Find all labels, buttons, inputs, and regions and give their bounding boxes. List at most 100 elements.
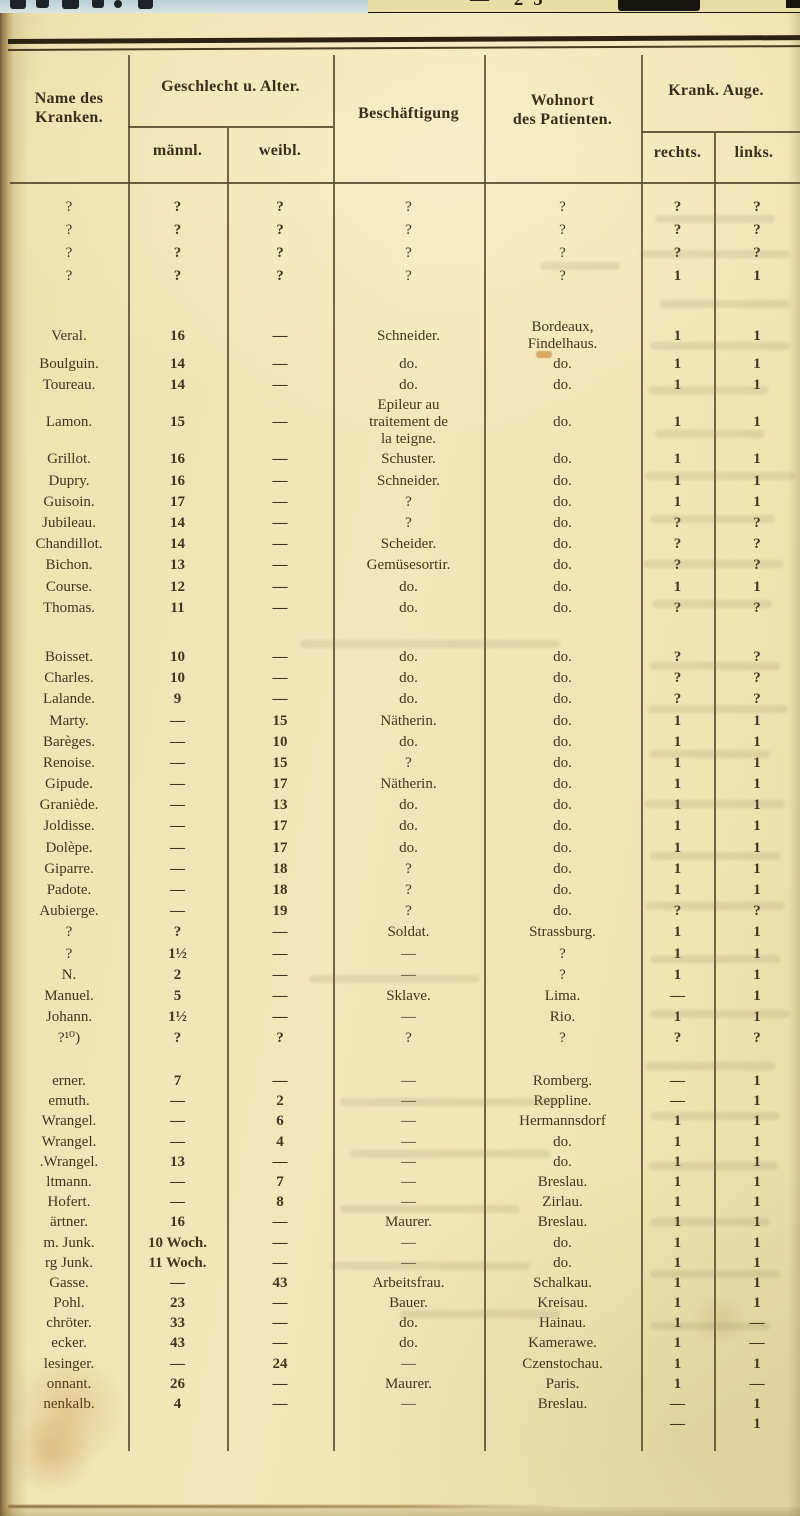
cell-name: .Wrangel. — [39, 1153, 99, 1170]
cell-l: 1 — [753, 1254, 761, 1271]
cell-l: 1 — [753, 1416, 761, 1433]
cell-home: do. — [553, 733, 572, 750]
cell-w: — — [272, 377, 288, 394]
cell-m: — — [170, 882, 185, 899]
cell-w: — — [272, 472, 288, 489]
cell-w: 17 — [272, 839, 288, 856]
cell-home: do. — [553, 797, 572, 814]
cell-name: Boulguin. — [39, 356, 99, 373]
cell-home: do. — [553, 515, 572, 532]
cell-w: — — [272, 987, 288, 1004]
cell-m: 1½ — [168, 945, 187, 962]
cell-m: 10 — [170, 648, 185, 665]
cutoff-glyph — [92, 0, 104, 8]
cell-l: 1 — [753, 414, 761, 431]
cell-home: Rio. — [549, 1009, 576, 1026]
cell-name: Lamon. — [45, 414, 93, 431]
cell-r: — — [670, 1073, 685, 1090]
cell-r: — — [670, 1093, 685, 1110]
cell-l: 1 — [753, 776, 761, 793]
cell-r: ? — [673, 1030, 682, 1047]
cell-home: Hainau. — [538, 1315, 587, 1332]
cell-home: do. — [553, 670, 572, 687]
cell-name: Gipude. — [45, 776, 93, 793]
header-female: weibl. — [258, 142, 302, 159]
table-row: Course. 12 — do. do. 1 1 — [10, 577, 800, 598]
cell-l: 1 — [753, 733, 761, 750]
cell-l: 1 — [753, 1133, 761, 1150]
top-rule-thick — [7, 35, 800, 44]
cell-home: ? — [559, 966, 566, 983]
cell-w: 18 — [272, 860, 288, 877]
cell-name: Gasse. — [49, 1274, 89, 1291]
cell-w: — — [272, 414, 288, 431]
cell-job: — — [401, 1093, 416, 1110]
table-row: Hofert. — 8 — Zirlau. 1 1 — [10, 1193, 800, 1213]
cell-r: 1 — [673, 1194, 682, 1211]
cell-m: 16 — [170, 327, 185, 344]
col-line-right-left — [714, 133, 716, 1451]
cell-job: — — [401, 1254, 416, 1271]
cell-r: 1 — [673, 924, 682, 941]
cell-home: Hermannsdorf — [519, 1113, 606, 1130]
cell-w: — — [272, 1009, 288, 1026]
cell-m: 33 — [170, 1315, 185, 1332]
cell-name: nenkalb. — [10, 1395, 128, 1414]
cell-job: Scheider. — [380, 536, 437, 553]
cell-job: — — [401, 1073, 416, 1090]
header-right-eye: rechts. — [653, 144, 702, 161]
cell-r: 1 — [673, 1133, 682, 1150]
cell-r: 1 — [673, 493, 682, 510]
table-row: Aubierge. — 19? do.?? — [10, 901, 800, 922]
cell-home: do. — [553, 818, 572, 835]
cell-name: Bichon. — [45, 557, 93, 574]
bleed-through-artifact — [645, 1062, 775, 1070]
table-body: ?????????????????????????? 1 1 Veral. 16— Sch… — [10, 196, 800, 1435]
scan-top-edge: — 25 — [0, 0, 800, 14]
table-section: Veral. 16 — Schneider. Bordeaux, Findelhaus.… — [10, 318, 800, 619]
table-row: Toureau. 14 — do. do. 1 1 — [10, 375, 800, 396]
cell-name: Wrangel. — [41, 1133, 97, 1150]
cell-name: ? — [65, 222, 73, 238]
cell-job: ? — [405, 515, 412, 532]
bleed-through-artifact — [340, 1098, 560, 1106]
table-row: ??????? — [10, 196, 800, 219]
col-line-age-job — [333, 55, 335, 1451]
book-page: Name des Kranken. Geschlecht u. Alter. m… — [0, 13, 800, 1516]
cell-job: Schneider. — [377, 472, 440, 489]
cell-w: 13 — [272, 797, 288, 814]
cell-home: do. — [553, 1153, 572, 1170]
cell-w: 43 — [272, 1274, 288, 1291]
cell-r: 1 — [673, 1375, 682, 1392]
cell-home: Zirlau. — [542, 1194, 583, 1211]
header-male: männl. — [152, 142, 203, 159]
table-row: rg Junk. 11 Woch. — — do. 1 1 — [10, 1253, 800, 1273]
cell-job: do. — [399, 797, 418, 814]
cell-name: Joldisse. — [43, 818, 95, 835]
cell-m: 10 Woch. — [148, 1234, 207, 1251]
cell-l: 1 — [753, 493, 761, 510]
cell-r: 1 — [673, 451, 682, 468]
cell-name: Charles. — [44, 670, 94, 687]
bleed-through-artifact — [400, 1310, 560, 1318]
cell-r: 1 — [673, 1009, 682, 1026]
cell-l: 1 — [753, 1234, 761, 1251]
cell-m: — — [170, 903, 185, 920]
cell-name: rg Junk. — [44, 1254, 94, 1271]
cell-name: erner. — [52, 1073, 86, 1090]
cell-job: Nätherin. — [380, 712, 437, 729]
header-residence: Wohnort des Patienten. — [512, 92, 613, 128]
cell-l: 1 — [753, 797, 761, 814]
cell-l: 1 — [753, 839, 761, 856]
cell-w: 7 — [276, 1173, 284, 1190]
table-row: Gipude. — 17 Nätherin. do. 1 1 — [10, 774, 800, 795]
bleed-through-artifact — [650, 662, 780, 670]
table-row: Manuel. 5 — Sklave. Lima. — 1 — [10, 986, 800, 1007]
col-line-name — [128, 55, 130, 1451]
cell-w: — — [272, 1295, 288, 1312]
cell-home: Schalkau. — [533, 1274, 592, 1291]
cell-name: Lalande. — [42, 691, 96, 708]
cell-job: ? — [405, 199, 412, 215]
cell-l: 1 — [753, 268, 761, 284]
cell-m: 15 — [170, 414, 185, 431]
